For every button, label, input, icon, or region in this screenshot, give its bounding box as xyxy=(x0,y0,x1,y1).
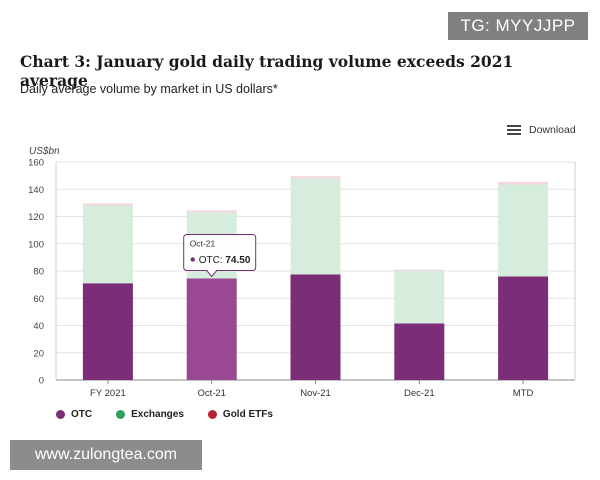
x-tick-label: Nov-21 xyxy=(300,388,331,399)
legend-label: Gold ETFs xyxy=(222,409,273,420)
y-tick-label: 160 xyxy=(28,158,44,169)
y-tick-label: 60 xyxy=(33,294,44,305)
download-label: Download xyxy=(529,124,576,136)
x-tick-label: Oct-21 xyxy=(197,388,226,399)
y-tick-label: 40 xyxy=(33,321,44,332)
bar-otc-dec-21[interactable] xyxy=(394,323,445,380)
menu-icon xyxy=(507,125,521,135)
bar-gold-etfs-oct-21[interactable] xyxy=(186,210,237,213)
y-tick-label: 20 xyxy=(33,348,44,359)
y-tick-label: 80 xyxy=(33,267,44,278)
tooltip-dot xyxy=(190,257,195,262)
legend-item-otc[interactable]: OTC xyxy=(56,409,92,420)
bar-otc-mtd[interactable] xyxy=(498,276,549,380)
tooltip-box xyxy=(183,233,257,271)
watermark-bottom: www.zulongtea.com xyxy=(10,440,202,470)
legend-dot xyxy=(116,410,126,419)
legend-dot xyxy=(207,410,217,419)
bar-gold-etfs-fy-2021[interactable] xyxy=(82,203,133,206)
bar-gold-etfs-nov-21[interactable] xyxy=(290,176,341,179)
download-button[interactable]: Download xyxy=(507,124,576,136)
bar-exchanges-dec-21[interactable] xyxy=(394,271,445,324)
bar-gold-etfs-dec-21[interactable] xyxy=(394,269,445,271)
legend: OTC Exchanges Gold ETFs xyxy=(56,409,273,420)
x-tick-label: Dec-21 xyxy=(404,388,435,399)
watermark-top: TG: MYYJJPP xyxy=(448,12,588,40)
legend-item-gold-etfs[interactable]: Gold ETFs xyxy=(207,409,273,420)
y-axis-label: US$bn xyxy=(29,146,60,157)
bar-otc-oct-21[interactable] xyxy=(186,278,237,380)
bar-exchanges-nov-21[interactable] xyxy=(290,178,341,275)
chart-title: Chart 3: January gold daily trading volu… xyxy=(20,52,514,90)
x-tick-label: MTD xyxy=(513,388,534,399)
bar-otc-nov-21[interactable] xyxy=(290,274,341,380)
legend-label: Exchanges xyxy=(131,409,184,420)
bar-exchanges-mtd[interactable] xyxy=(498,184,549,277)
y-tick-label: 120 xyxy=(28,212,44,223)
x-axis-ticks: FY 2021 Oct-21 Nov-21 Dec-21 MTD xyxy=(90,380,534,399)
bar-gold-etfs-mtd[interactable] xyxy=(498,181,549,185)
y-tick-label: 140 xyxy=(28,185,44,196)
y-tick-label: 0 xyxy=(39,376,44,387)
tooltip-category: Oct-21 xyxy=(190,238,216,248)
tooltip: Oct-21 OTC: 74.50 xyxy=(183,233,257,278)
legend-dot xyxy=(56,410,65,419)
x-tick-label: FY 2021 xyxy=(90,388,126,399)
tooltip-pointer xyxy=(206,270,218,278)
legend-item-exchanges[interactable]: Exchanges xyxy=(116,409,184,420)
y-tick-label: 100 xyxy=(28,239,44,250)
bar-exchanges-fy-2021[interactable] xyxy=(82,205,133,284)
tooltip-value: OTC: 74.50 xyxy=(199,255,251,266)
bar-otc-fy-2021[interactable] xyxy=(82,283,133,380)
bars xyxy=(82,176,549,380)
chart-subtitle: Daily average volume by market in US dol… xyxy=(20,82,278,96)
y-axis-ticks: 0 20 40 60 80 100 120 140 160 xyxy=(28,158,44,387)
legend-label: OTC xyxy=(71,409,93,420)
